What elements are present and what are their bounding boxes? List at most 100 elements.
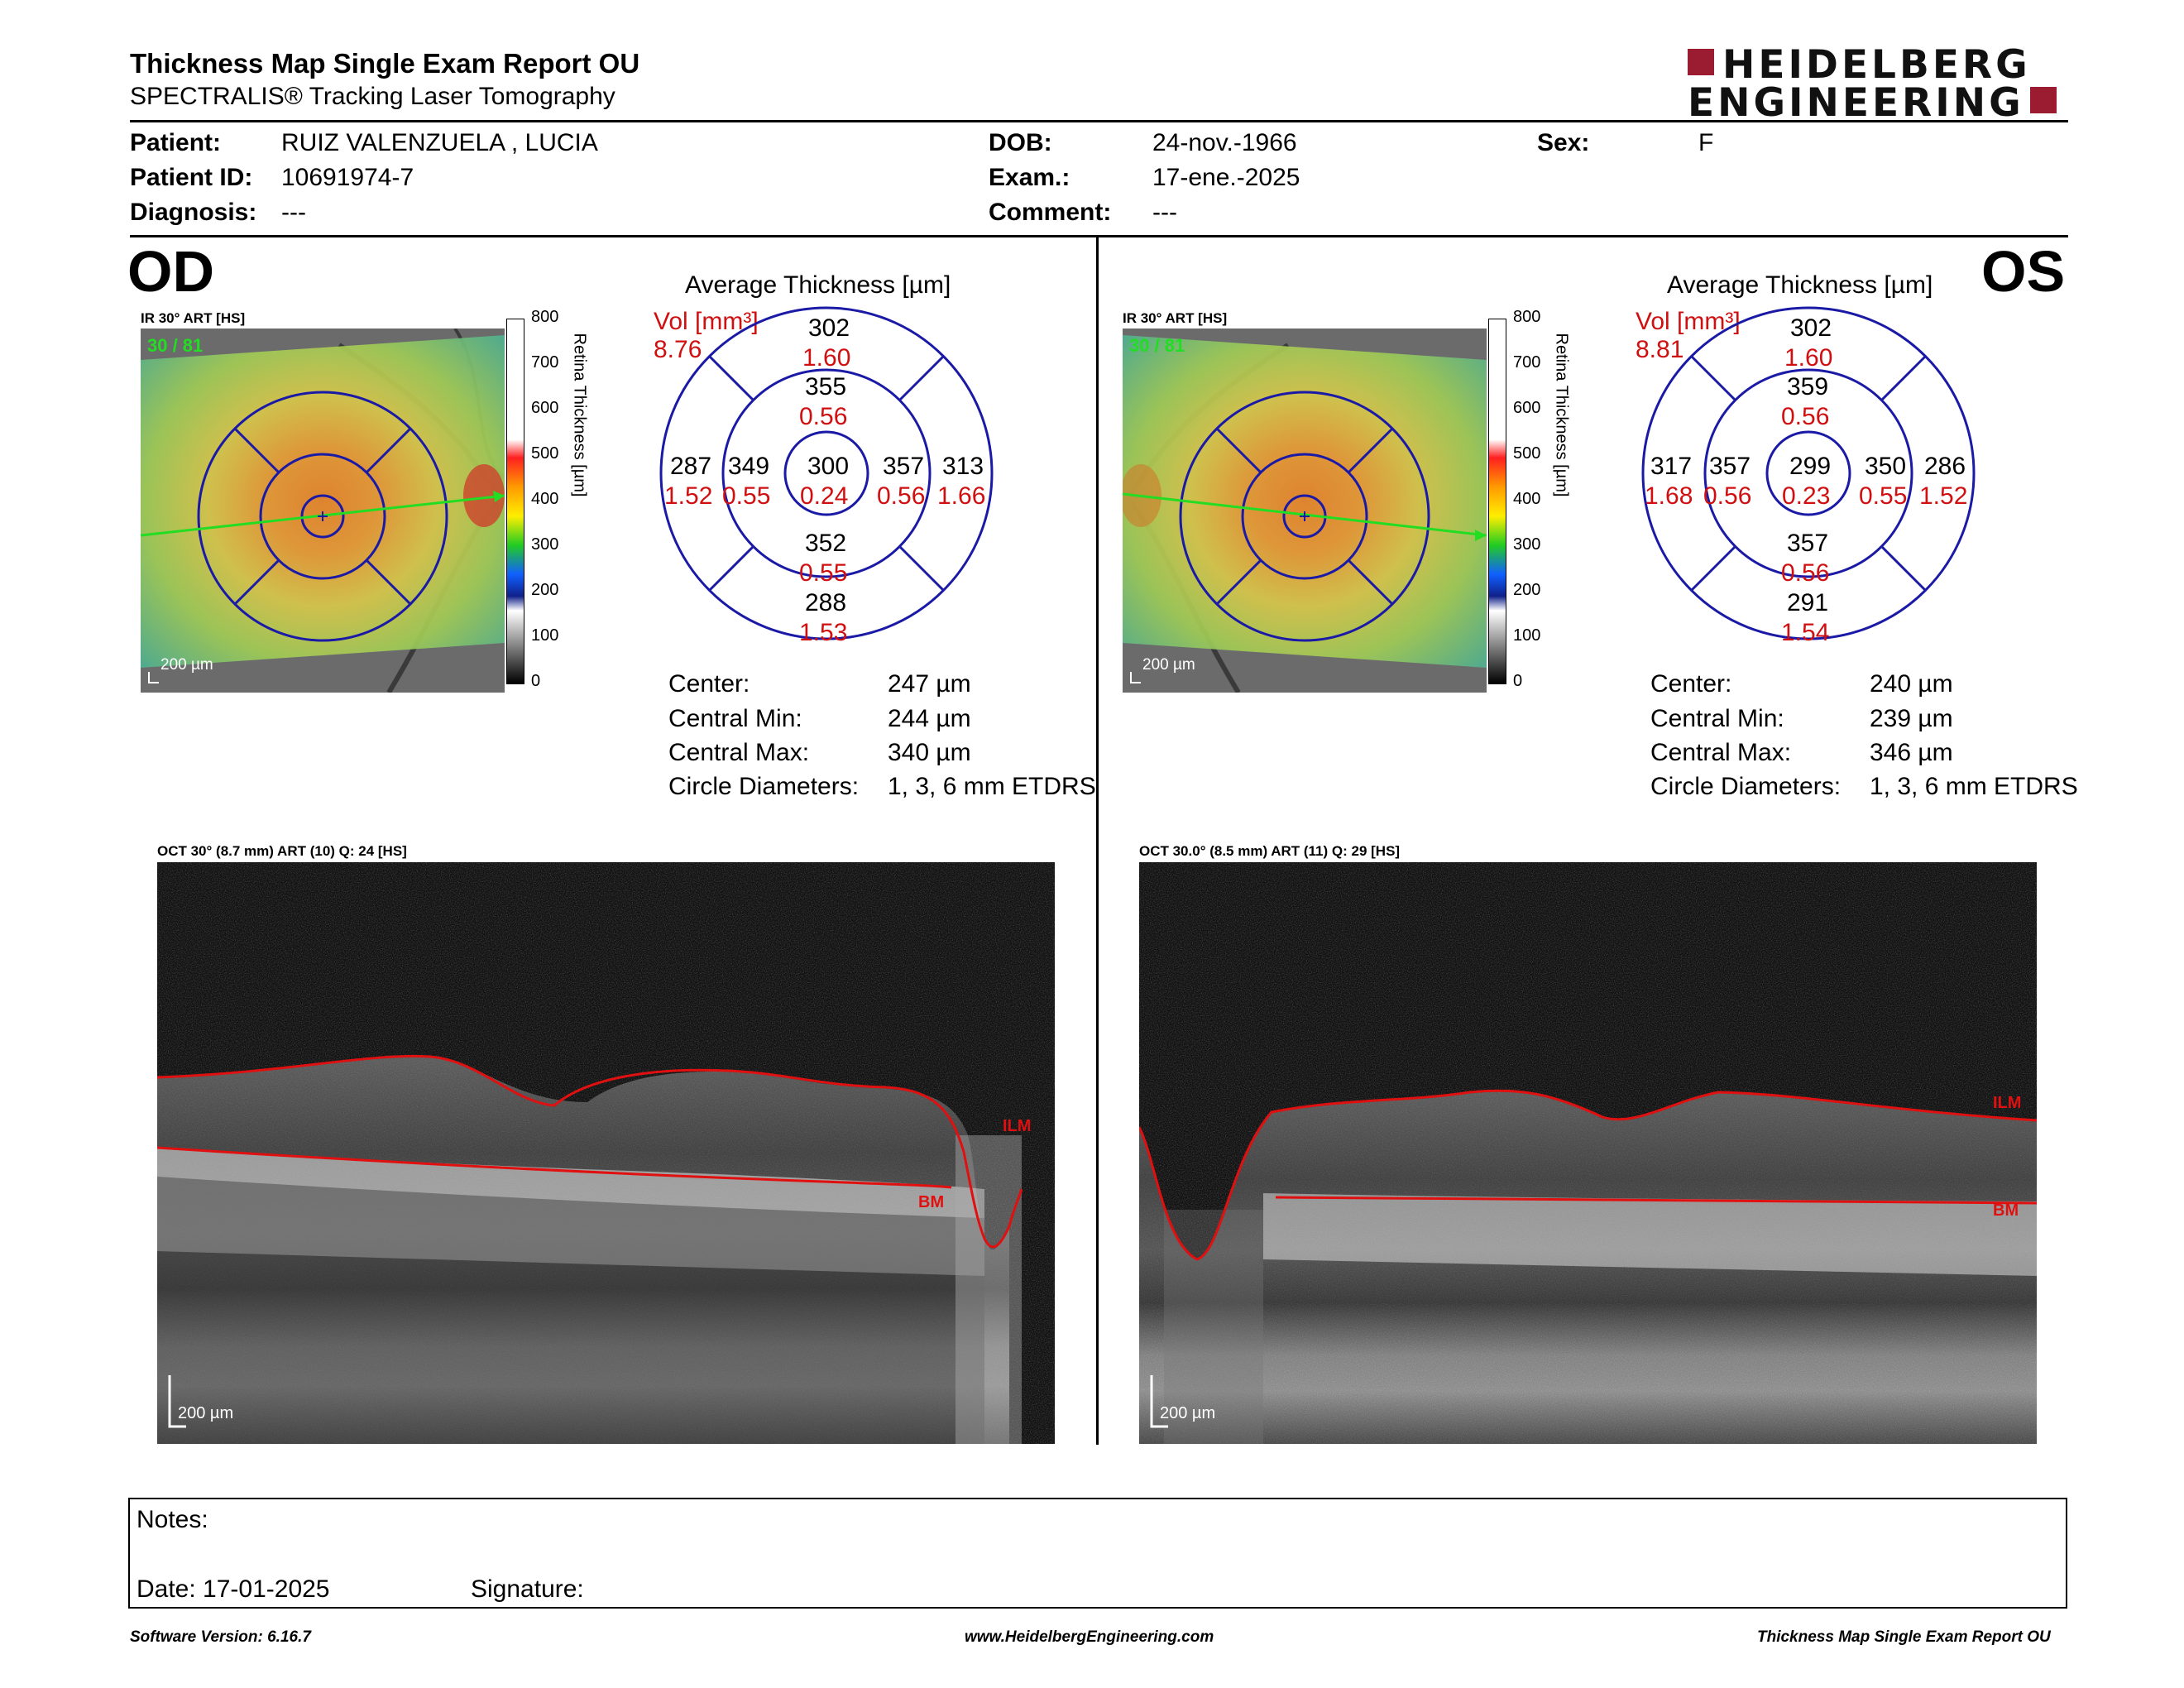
od-inner-left: 349 (728, 453, 770, 480)
os-outer-bottom: 291 (1787, 589, 1829, 616)
patient-name: RUIZ VALENZUELA , LUCIA (281, 129, 598, 156)
logo-square-bottom (2030, 87, 2057, 113)
od-outer-bottom-vol: 1.53 (799, 619, 848, 646)
od-etdrs-grid (657, 304, 996, 643)
od-oct-scan[interactable]: ILM BM 200 µm (156, 862, 1055, 1444)
os-thickness-map[interactable]: 30 / 81 200 µm (1120, 328, 1487, 694)
od-tick-800: 800 (531, 308, 559, 326)
notes-label: Notes: (136, 1506, 208, 1533)
os-inner-right: 350 (1865, 453, 1907, 480)
exam-label: Exam.: (989, 164, 1070, 191)
od-tick-600: 600 (531, 399, 559, 417)
date-label: Date: 17-01-2025 (136, 1575, 330, 1603)
os-min-label: Central Min: (1650, 705, 1784, 732)
dob-label: DOB: (989, 129, 1052, 156)
od-max-label: Central Max: (668, 739, 810, 766)
od-min-label: Central Min: (668, 705, 802, 732)
os-ir-label: IR 30° ART [HS] (1123, 310, 1228, 326)
logo-square-top (1688, 49, 1714, 75)
od-tick-700: 700 (531, 353, 559, 372)
patient-id: 10691974-7 (281, 164, 414, 191)
footer-website[interactable]: www.HeidelbergEngineering.com (965, 1628, 1214, 1646)
os-tick-100: 100 (1513, 626, 1541, 645)
os-max-label: Central Max: (1650, 739, 1792, 766)
notes-box[interactable]: Notes: Date: 17-01-2025 Signature: (128, 1498, 2067, 1609)
os-inner-right-vol: 0.55 (1859, 482, 1908, 510)
od-center-label: Center: (668, 670, 750, 698)
os-inner-left: 357 (1709, 453, 1751, 480)
od-outer-top: 302 (808, 314, 850, 342)
patient-divider (130, 235, 2068, 237)
os-bm-label: BM (1993, 1201, 2019, 1220)
os-max-value: 346 µm (1870, 739, 1953, 766)
os-center-vol: 0.23 (1782, 482, 1831, 510)
os-center-label: Center: (1650, 670, 1732, 698)
od-inner-bottom-vol: 0.55 (799, 559, 848, 587)
od-thickness-map[interactable]: 30 / 81 200 µm (140, 327, 506, 694)
os-map-scale: 200 µm (1142, 656, 1195, 674)
os-outer-right: 286 (1924, 453, 1966, 480)
od-colorbar-title: Retina Thickness [µm] (570, 333, 589, 497)
diagnosis-label: Diagnosis: (130, 199, 257, 226)
os-tick-400: 400 (1513, 490, 1541, 508)
os-outer-bottom-vol: 1.54 (1781, 619, 1830, 646)
os-etdrs-grid (1639, 304, 1978, 643)
od-min-value: 244 µm (888, 705, 971, 732)
os-inner-bottom-vol: 0.56 (1781, 559, 1830, 587)
od-tick-100: 100 (531, 626, 559, 645)
os-outer-top-vol: 1.60 (1784, 344, 1833, 372)
footer-report: Thickness Map Single Exam Report OU (1757, 1628, 2051, 1646)
od-outer-top-vol: 1.60 (802, 344, 851, 372)
comment-value: --- (1152, 199, 1177, 226)
header-divider (130, 120, 2068, 122)
patient-id-label: Patient ID: (130, 164, 253, 191)
os-colorbar (1488, 319, 1506, 684)
os-colorbar-ticks: 800 700 600 500 400 300 200 100 0 (1513, 308, 1546, 697)
os-diam-value: 1, 3, 6 mm ETDRS (1870, 773, 2078, 800)
os-oct-scan[interactable]: ILM BM 200 µm (1138, 862, 2038, 1444)
comment-label: Comment: (989, 199, 1112, 226)
od-tick-500: 500 (531, 444, 559, 463)
od-ilm-label: ILM (1003, 1117, 1032, 1135)
od-center-vol: 0.24 (800, 482, 849, 510)
od-outer-bottom: 288 (805, 589, 847, 616)
patient-label: Patient: (130, 129, 222, 156)
od-vol-value: 8.76 (654, 336, 702, 363)
os-min-value: 239 µm (1870, 705, 1953, 732)
os-tick-800: 800 (1513, 308, 1541, 326)
os-inner-left-vol: 0.56 (1703, 482, 1752, 510)
os-inner-top-vol: 0.56 (1781, 403, 1830, 430)
os-colorbar-title: Retina Thickness [µm] (1552, 333, 1571, 497)
od-diam-label: Circle Diameters: (668, 773, 860, 800)
od-inner-right-vol: 0.56 (877, 482, 926, 510)
logo-line-1: HEIDELBERG (1722, 42, 2031, 88)
od-max-value: 340 µm (888, 739, 971, 766)
dob-value: 24-nov.-1966 (1152, 129, 1297, 156)
report-title: Thickness Map Single Exam Report OU (130, 48, 640, 79)
od-colorbar (506, 319, 524, 684)
os-tick-600: 600 (1513, 399, 1541, 417)
os-center: 299 (1789, 453, 1832, 480)
od-ir-counter: 30 / 81 (147, 335, 204, 356)
exam-value: 17-ene.-2025 (1152, 164, 1300, 191)
od-eye-label: OD (127, 239, 214, 304)
report-subtitle: SPECTRALIS® Tracking Laser Tomography (130, 83, 615, 110)
logo-line-2: ENGINEERING (1688, 80, 2024, 126)
sex-label: Sex: (1537, 129, 1590, 156)
os-eye-label: OS (1981, 239, 2066, 304)
od-colorbar-ticks: 800 700 600 500 400 300 200 100 0 (531, 308, 564, 697)
od-tick-200: 200 (531, 581, 559, 599)
od-map-scale: 200 µm (160, 656, 213, 674)
od-outer-right: 313 (942, 453, 984, 480)
os-ir-counter: 30 / 81 (1129, 335, 1185, 356)
eye-divider (1096, 237, 1099, 1445)
od-inner-bottom: 352 (805, 530, 847, 557)
os-tick-200: 200 (1513, 581, 1541, 599)
od-outer-left: 287 (670, 453, 712, 480)
od-inner-left-vol: 0.55 (722, 482, 771, 510)
od-inner-right: 357 (883, 453, 925, 480)
od-center: 300 (807, 453, 850, 480)
os-ilm-label: ILM (1993, 1094, 2022, 1112)
od-outer-left-vol: 1.52 (664, 482, 713, 510)
od-bm-label: BM (918, 1193, 945, 1211)
